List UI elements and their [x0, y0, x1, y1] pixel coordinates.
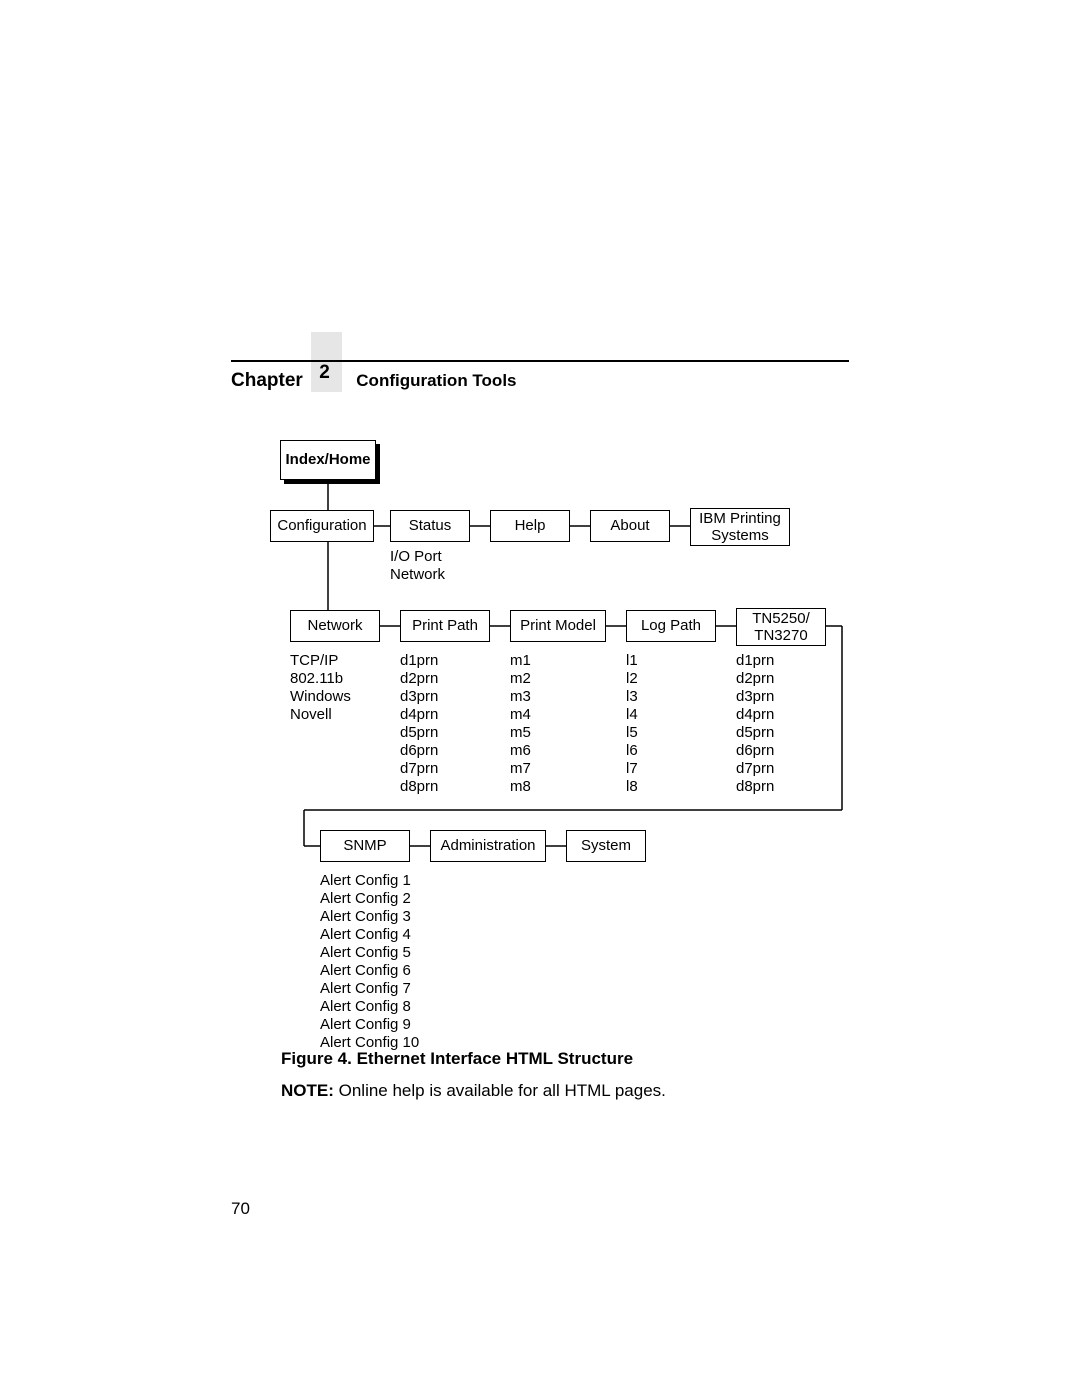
text-status_sub: I/O Port Network — [390, 548, 445, 584]
text-tn_list: d1prn d2prn d3prn d4prn d5prn d6prn d7pr… — [736, 652, 774, 796]
text-log_list: l1 l2 l3 l4 l5 l6 l7 l8 — [626, 652, 638, 796]
node-tn: TN5250/ TN3270 — [736, 608, 826, 646]
header-rule — [231, 360, 849, 362]
tree-diagram: Index/Home Configuration Status Help About IB… — [270, 430, 850, 1050]
node-logpath: Log Path — [626, 610, 716, 642]
chapter-title: Configuration Tools — [356, 371, 516, 390]
text-pmodel_list: m1 m2 m3 m4 m5 m6 m7 m8 — [510, 652, 531, 796]
node-root: Index/Home — [280, 440, 376, 480]
page: Chapter 2 Configuration Tools Index/Home… — [0, 0, 1080, 1397]
node-status: Status — [390, 510, 470, 542]
note-text: Online help is available for all HTML pa… — [334, 1081, 666, 1100]
node-ibm: IBM Printing Systems — [690, 508, 790, 546]
page-number: 70 — [231, 1199, 250, 1219]
node-admin: Administration — [430, 830, 546, 862]
chapter-number: 2 — [311, 332, 342, 392]
chapter-label: Chapter — [231, 370, 303, 391]
figure-caption: Figure 4. Ethernet Interface HTML Struct… — [281, 1049, 633, 1069]
text-net_list: TCP/IP 802.11b Windows Novell — [290, 652, 351, 724]
node-network: Network — [290, 610, 380, 642]
text-ppath_list: d1prn d2prn d3prn d4prn d5prn d6prn d7pr… — [400, 652, 438, 796]
node-ppath: Print Path — [400, 610, 490, 642]
chapter-header: Chapter 2 Configuration Tools — [231, 332, 851, 392]
node-help: Help — [490, 510, 570, 542]
node-config: Configuration — [270, 510, 374, 542]
note: NOTE: Online help is available for all H… — [281, 1081, 666, 1101]
node-snmp: SNMP — [320, 830, 410, 862]
note-label: NOTE: — [281, 1081, 334, 1100]
node-system: System — [566, 830, 646, 862]
text-snmp_list: Alert Config 1 Alert Config 2 Alert Conf… — [320, 872, 419, 1052]
node-about: About — [590, 510, 670, 542]
node-pmodel: Print Model — [510, 610, 606, 642]
